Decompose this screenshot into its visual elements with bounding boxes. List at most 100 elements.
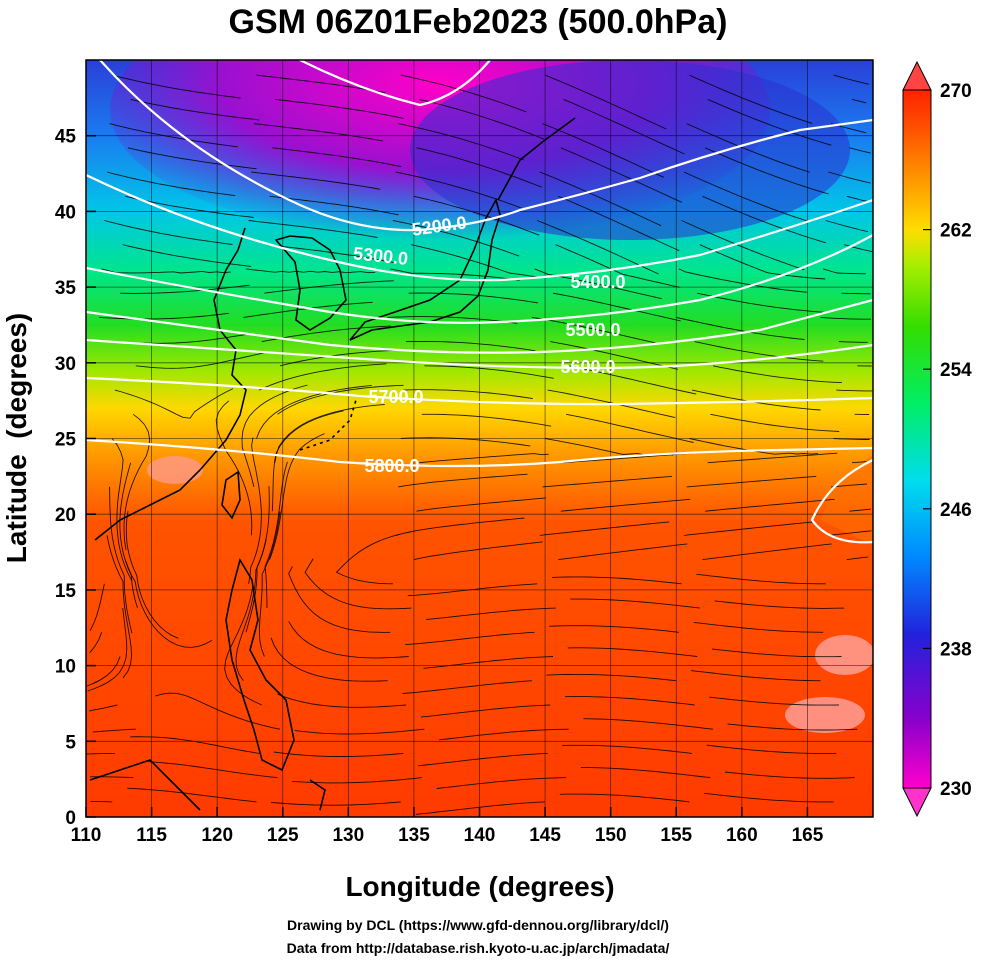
- streamline: [544, 74, 667, 130]
- streamline: [248, 437, 262, 584]
- contour-5800-east: [810, 459, 873, 544]
- streamline: [271, 410, 344, 512]
- streamline: [241, 384, 308, 488]
- coastline-japan: [349, 197, 501, 341]
- streamline: [421, 413, 552, 427]
- chart-title: GSM 06Z01Feb2023 (500.0hPa): [229, 3, 728, 41]
- streamline: [551, 576, 682, 585]
- streamline: [419, 453, 549, 464]
- streamline: [849, 508, 872, 512]
- streamline: [395, 517, 525, 536]
- contour-label: 5500.0: [565, 320, 620, 340]
- streamline: [580, 766, 711, 779]
- streamline: [130, 736, 260, 754]
- streamline: [89, 776, 134, 779]
- credit-data: Data from http://database.rish.kyoto-u.a…: [287, 940, 670, 956]
- streamline: [405, 631, 535, 646]
- streamline: [846, 556, 869, 561]
- colorbar-tick-label: 270: [940, 81, 972, 102]
- colorbar-scale: [902, 89, 932, 789]
- streamline: [86, 752, 115, 755]
- streamline: [413, 541, 543, 561]
- streamline: [270, 637, 388, 682]
- graticule: [86, 60, 873, 817]
- streamline: [273, 751, 404, 757]
- coastline-taiwan: [221, 470, 241, 520]
- cold-trough-east: [410, 60, 850, 240]
- streamline: [539, 171, 662, 227]
- streamline: [704, 147, 829, 195]
- streamline: [570, 598, 700, 609]
- x-tick-label: 115: [136, 825, 167, 846]
- colorbar-tick-label: 230: [940, 779, 972, 800]
- y-axis: 0 5 10 15 20 25 30 35 40 45: [55, 127, 96, 829]
- contour-5300: [86, 174, 873, 282]
- plot-area: 5200.0 5300.0 5400.0 5500.0 5600.0 5700.…: [86, 60, 873, 817]
- streamline: [825, 220, 869, 233]
- colorbar: 270 262 254 246 238 230: [902, 60, 972, 818]
- streamline: [392, 220, 520, 257]
- streamline: [714, 600, 845, 609]
- streamline: [405, 340, 536, 352]
- contour-label: 5700.0: [368, 387, 423, 407]
- streamline: [709, 696, 839, 706]
- colorbar-tick-label: 246: [940, 500, 972, 521]
- y-tick-label: 10: [55, 657, 76, 678]
- streamline: [851, 461, 867, 464]
- streamline: [690, 670, 821, 682]
- colorbar-under-arrow: [902, 787, 932, 818]
- streamline: [258, 363, 387, 391]
- streamline: [583, 718, 714, 730]
- streamline: [567, 647, 698, 657]
- streamline: [681, 220, 805, 271]
- streamline: [99, 312, 229, 320]
- streamline: [696, 573, 826, 585]
- streamline: [89, 583, 105, 631]
- x-tick-label: 160: [726, 825, 758, 846]
- streamline: [277, 693, 407, 708]
- streamline: [820, 316, 871, 320]
- streamline: [390, 268, 520, 281]
- streamline: [686, 123, 810, 173]
- streamline: [258, 511, 281, 657]
- streamline: [271, 801, 401, 806]
- streamline: [702, 195, 826, 244]
- streamline: [678, 268, 807, 293]
- y-tick-label: 15: [55, 581, 77, 602]
- streamline: [109, 123, 238, 148]
- streamline: [395, 171, 522, 209]
- x-tick-label: 110: [71, 825, 102, 846]
- streamline: [550, 341, 679, 370]
- contour-5800: [86, 438, 873, 468]
- contour-5100: [299, 60, 491, 107]
- credit-drawing: Drawing by DCL (https://www.gfd-dennou.o…: [287, 917, 669, 933]
- streamline: [418, 752, 548, 767]
- streamline: [697, 292, 826, 313]
- streamline: [558, 195, 680, 252]
- warm-patch: [785, 697, 865, 733]
- streamline: [125, 511, 179, 639]
- streamline: [400, 437, 531, 447]
- streamline: [279, 349, 410, 367]
- y-tick-label: 5: [65, 732, 76, 753]
- streamline: [245, 486, 270, 633]
- warm-tongue: [820, 455, 873, 545]
- streamline: [531, 316, 660, 345]
- streamline: [568, 365, 697, 395]
- y-tick-label: 45: [55, 127, 77, 148]
- streamline: [555, 244, 680, 288]
- streamline: [689, 74, 813, 124]
- warm-patch: [815, 635, 873, 675]
- coastline-china: [94, 227, 247, 541]
- streamline: [288, 621, 409, 659]
- streamline: [248, 220, 378, 238]
- streamline: [539, 521, 670, 536]
- streamline: [111, 438, 133, 582]
- x-tick-label: 125: [267, 825, 299, 846]
- streamline: [92, 728, 136, 733]
- streamline: [706, 744, 837, 754]
- streamline: [846, 195, 869, 203]
- y-tick-label: 25: [55, 430, 77, 451]
- streamline: [419, 98, 545, 140]
- x-tick-label: 130: [332, 825, 364, 846]
